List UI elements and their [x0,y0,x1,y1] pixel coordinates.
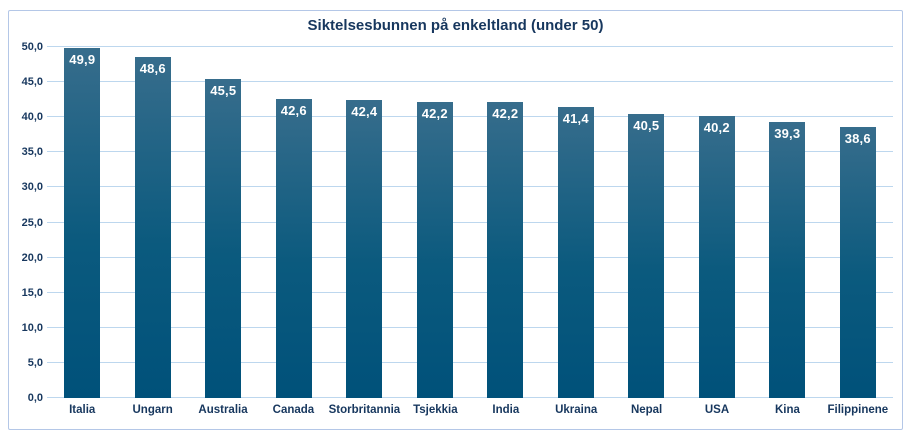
bar-ungarn: 48,6 [134,56,171,398]
gridline [47,186,893,188]
chart-title: Siktelsesbunnen på enkeltland (under 50) [307,17,604,34]
bar-canada: 42,6 [275,98,312,398]
x-tick-label: Filippinene [827,404,889,416]
gridline [47,397,893,398]
bar-value-label: 42,6 [280,102,307,118]
y-tick-label: 10,0 [21,321,43,334]
gridline [47,151,893,153]
bar-nepal: 40,5 [628,113,665,398]
y-tick-label: 50,0 [21,41,43,53]
bar-value-label: 40,2 [703,119,730,135]
y-tick-label: 5,0 [27,356,43,369]
x-tick-label: Canada [272,404,315,416]
x-tick-label: Nepal [630,404,663,416]
gridline [47,46,893,47]
gridline [47,361,893,363]
y-tick-label: 45,0 [21,76,43,89]
bar-slot: 41,4 [541,47,612,398]
gridline [47,256,893,258]
bar-australia: 45,5 [205,78,242,398]
gridline [47,116,893,118]
bar-value-label: 38,6 [844,131,871,147]
x-tick-label: Storbritannia [328,404,401,416]
bar-slot: 42,2 [470,47,541,398]
bar-value-label: 48,6 [139,60,166,76]
bar-filippinene: 38,6 [839,127,876,398]
bar-india: 42,2 [487,101,524,398]
y-tick-label: 25,0 [21,216,43,229]
bar-value-label: 49,9 [69,51,96,67]
bar-slot: 40,5 [611,47,682,398]
bar-usa: 40,2 [698,115,735,398]
gridline [47,221,893,223]
bar-slot: 42,6 [259,47,330,398]
x-tick-label: USA [704,404,730,416]
x-tick-label: Ungarn [132,404,173,416]
x-tick-label: Ukraina [555,404,598,416]
bar-italia: 49,9 [64,47,101,398]
bar-storbritannia: 42,4 [346,100,383,398]
x-tick-label: Australia [198,404,248,416]
bars-layer: 49,9 48,6 45,5 42,6 42,4 42,2 42,2 41,4 40,5 40,2… [47,47,893,398]
y-tick-label: 30,0 [21,181,43,194]
bar-value-label: 42,2 [421,105,448,121]
y-axis: 0,0 5,0 10,0 15,0 20,0 25,0 30,0 35,0 40,0 45,0 50… [6,41,43,404]
x-tick-label: Italia [69,404,96,416]
bar-slot: 49,9 [47,47,118,398]
bar-ukraina: 41,4 [557,107,594,398]
gridline [47,81,893,83]
bar-slot: 42,2 [400,47,471,398]
bar-value-label: 42,2 [492,105,519,121]
x-tick-label: Kina [774,404,800,416]
gridline [47,291,893,293]
bar-slot: 42,4 [329,47,400,398]
x-tick-label: India [492,404,520,416]
bar-slot: 45,5 [188,47,259,398]
bar-slot: 48,6 [118,47,189,398]
x-axis: Italia Ungarn Australia Canada Storbritannia… [47,404,893,416]
y-tick-label: 15,0 [21,286,43,299]
y-tick-label: 0,0 [27,392,43,404]
bar-value-label: 42,4 [351,104,378,120]
bar-tsjekkia: 42,2 [416,101,453,398]
bar-kina: 39,3 [769,122,806,398]
bar-slot: 39,3 [752,47,823,398]
x-tick-label: Tsjekkia [413,404,458,416]
bar-slot: 40,2 [682,47,753,398]
bar-value-label: 45,5 [210,82,237,98]
bar-value-label: 41,4 [562,111,589,127]
bar-value-label: 40,5 [633,117,660,133]
gridline [47,326,893,328]
plot-area: 49,9 48,6 45,5 42,6 42,4 42,2 42,2 41,4 40,5 40,2… [47,46,893,398]
bar-slot: 38,6 [823,47,894,398]
y-tick-label: 40,0 [21,111,43,124]
y-tick-label: 35,0 [21,146,43,159]
y-tick-label: 20,0 [21,251,43,264]
bar-value-label: 39,3 [774,126,801,142]
